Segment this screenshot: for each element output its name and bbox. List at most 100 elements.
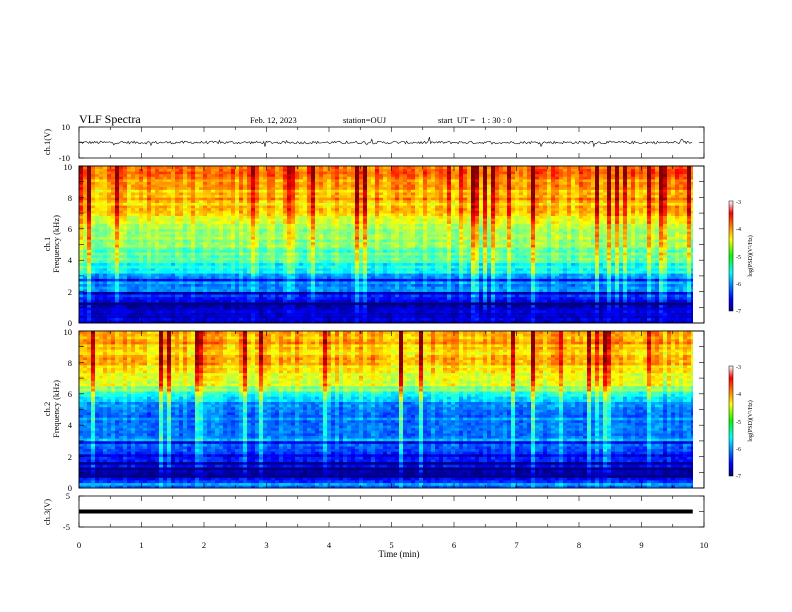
spectrogram-cell bbox=[363, 299, 368, 303]
spectrogram-cell bbox=[443, 241, 448, 245]
spectrogram-cell bbox=[567, 260, 572, 264]
spectrogram-cell bbox=[159, 260, 164, 264]
spectrogram-cell bbox=[551, 299, 556, 303]
spectrogram-cell bbox=[579, 320, 584, 324]
spectrogram-cell bbox=[435, 244, 440, 248]
spectrogram-cell bbox=[635, 252, 640, 256]
spectrogram-cell bbox=[671, 275, 676, 279]
spectrogram-cell bbox=[95, 320, 100, 324]
spectrogram-cell bbox=[687, 286, 692, 290]
spectrogram-cell bbox=[407, 268, 412, 271]
spectrogram-cell bbox=[255, 239, 260, 243]
spectrogram-cell bbox=[95, 309, 100, 313]
spectrogram-cell bbox=[539, 294, 544, 298]
spectrogram-cell bbox=[475, 268, 480, 271]
spectrogram-cell bbox=[171, 309, 176, 313]
spectrogram-cell bbox=[519, 299, 524, 303]
spectrogram-cell bbox=[179, 281, 184, 285]
spectrogram-cell bbox=[103, 273, 108, 277]
spectrogram-cell bbox=[319, 275, 324, 279]
spectrogram-cell bbox=[651, 268, 656, 271]
spectrogram-cell bbox=[675, 275, 680, 279]
spectrogram-cell bbox=[611, 265, 616, 269]
spectrogram-cell bbox=[359, 249, 364, 253]
spectrogram-cell bbox=[319, 309, 324, 313]
spectrogram-cell bbox=[491, 254, 496, 258]
spectrogram-cell bbox=[651, 241, 656, 245]
spectrogram-cell bbox=[135, 247, 140, 251]
spectrogram-cell bbox=[83, 262, 88, 266]
spectrogram-cell bbox=[507, 268, 512, 271]
spectrogram-cell bbox=[91, 299, 96, 303]
spectrogram-cell bbox=[119, 260, 124, 264]
spectrogram-cell bbox=[99, 268, 104, 271]
spectrogram-cell bbox=[299, 268, 304, 271]
spectrogram-cell bbox=[179, 278, 184, 282]
spectrogram-cell bbox=[295, 265, 300, 269]
spectrogram-cell bbox=[623, 278, 628, 282]
spectrogram-cell bbox=[555, 309, 560, 313]
spectrogram-cell bbox=[303, 262, 308, 266]
spectrogram-cell bbox=[363, 312, 368, 316]
spectrogram-cell bbox=[87, 312, 92, 316]
spectrogram-cell bbox=[303, 294, 308, 298]
spectrogram-cell bbox=[555, 275, 560, 279]
spectrogram-cell bbox=[643, 317, 648, 321]
spectrogram-cell bbox=[295, 244, 300, 248]
spectrogram-cell bbox=[675, 288, 680, 292]
spectrogram-cell bbox=[99, 317, 104, 321]
spectrogram-cell bbox=[375, 283, 380, 287]
spectrogram-cell bbox=[559, 299, 564, 303]
spectrogram-cell bbox=[667, 315, 672, 319]
spectrogram-cell bbox=[103, 244, 108, 248]
spectrogram-cell bbox=[463, 244, 468, 248]
spectrogram-cell bbox=[123, 299, 128, 303]
spectrogram-cell bbox=[275, 309, 280, 313]
spectrogram-cell bbox=[687, 320, 692, 324]
spectrogram-cell bbox=[651, 312, 656, 316]
spectrogram-cell bbox=[355, 252, 360, 256]
spectrogram-cell bbox=[535, 278, 540, 282]
spectrogram-cell bbox=[543, 278, 548, 282]
spectrogram-cell bbox=[83, 296, 88, 300]
spectrogram-cell bbox=[223, 260, 228, 264]
spectrogram-cell bbox=[399, 320, 404, 324]
spectrogram-cell bbox=[171, 244, 176, 248]
spectrogram-cell bbox=[583, 288, 588, 292]
spectrogram-cell bbox=[555, 265, 560, 269]
spectrogram-cell bbox=[279, 281, 284, 285]
spectrogram-cell bbox=[199, 317, 204, 321]
spectrogram-cell bbox=[531, 249, 536, 253]
spectrogram-cell bbox=[515, 254, 520, 258]
spectrogram-cell bbox=[439, 309, 444, 313]
spectrogram-cell bbox=[599, 239, 604, 243]
spectrogram-cell bbox=[167, 275, 172, 279]
spectrogram-cell bbox=[419, 294, 424, 298]
spectrogram-cell bbox=[587, 283, 592, 287]
spectrogram-cell bbox=[671, 265, 676, 269]
spectrogram-cell bbox=[367, 241, 372, 245]
spectrogram-cell bbox=[627, 296, 632, 300]
spectrogram-cell bbox=[83, 241, 88, 245]
spectrogram-cell bbox=[647, 315, 652, 319]
spectrogram-cell bbox=[323, 247, 328, 251]
spectrogram-cell bbox=[335, 270, 340, 274]
spectrogram-cell bbox=[515, 309, 520, 313]
spectrogram-cell bbox=[171, 283, 176, 287]
spectrogram-cell bbox=[87, 260, 92, 264]
spectrogram-cell bbox=[679, 312, 684, 316]
spectrogram-cell bbox=[579, 288, 584, 292]
spectrogram-cell bbox=[163, 294, 168, 298]
spectrogram-cell bbox=[427, 262, 432, 266]
spectrogram-cell bbox=[299, 315, 304, 319]
spectrogram-cell bbox=[83, 254, 88, 258]
spectrogram-cell bbox=[239, 309, 244, 313]
spectrogram-cell bbox=[195, 291, 200, 295]
spectrogram-cell bbox=[475, 241, 480, 245]
spectrogram-cell bbox=[447, 302, 452, 305]
spectrogram-cell bbox=[263, 265, 268, 269]
spectrogram-cell bbox=[351, 249, 356, 253]
spectrogram-cell bbox=[455, 294, 460, 298]
spectrogram-cell bbox=[123, 304, 128, 308]
spectrogram-cell bbox=[303, 307, 308, 311]
